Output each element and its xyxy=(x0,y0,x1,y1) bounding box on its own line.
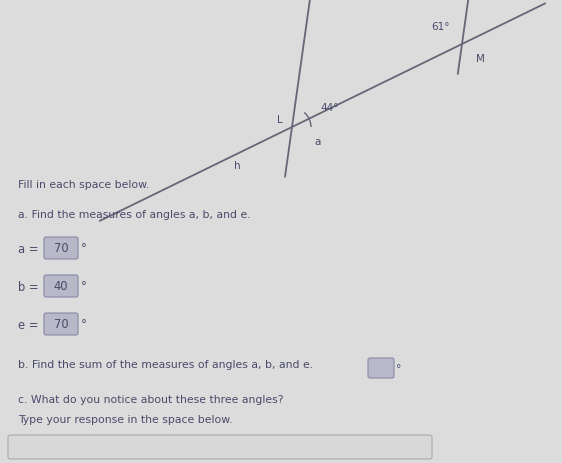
Text: a =: a = xyxy=(18,243,39,256)
FancyBboxPatch shape xyxy=(44,275,78,297)
Text: 70: 70 xyxy=(54,242,69,255)
FancyBboxPatch shape xyxy=(368,358,394,378)
FancyBboxPatch shape xyxy=(8,435,432,459)
FancyBboxPatch shape xyxy=(44,313,78,335)
Text: °: ° xyxy=(81,318,87,331)
Text: Type your response in the space below.: Type your response in the space below. xyxy=(18,414,233,424)
Text: 44°: 44° xyxy=(321,103,339,113)
Text: 61°: 61° xyxy=(430,22,449,32)
Text: c. What do you notice about these three angles?: c. What do you notice about these three … xyxy=(18,394,283,404)
Text: M: M xyxy=(475,54,484,64)
Text: a. Find the measures of angles a, b, and e.: a. Find the measures of angles a, b, and… xyxy=(18,210,251,219)
Text: a: a xyxy=(315,137,321,147)
FancyBboxPatch shape xyxy=(44,238,78,259)
Text: e =: e = xyxy=(18,319,39,332)
Text: °: ° xyxy=(81,242,87,255)
Text: h: h xyxy=(234,161,241,171)
Text: L: L xyxy=(277,115,283,125)
Text: b. Find the sum of the measures of angles a, b, and e.: b. Find the sum of the measures of angle… xyxy=(18,359,313,369)
Text: °: ° xyxy=(396,363,401,373)
Text: b =: b = xyxy=(18,281,39,294)
Text: Fill in each space below.: Fill in each space below. xyxy=(18,180,149,189)
Text: °: ° xyxy=(81,280,87,293)
Text: 40: 40 xyxy=(54,280,68,293)
Text: 70: 70 xyxy=(54,318,69,331)
